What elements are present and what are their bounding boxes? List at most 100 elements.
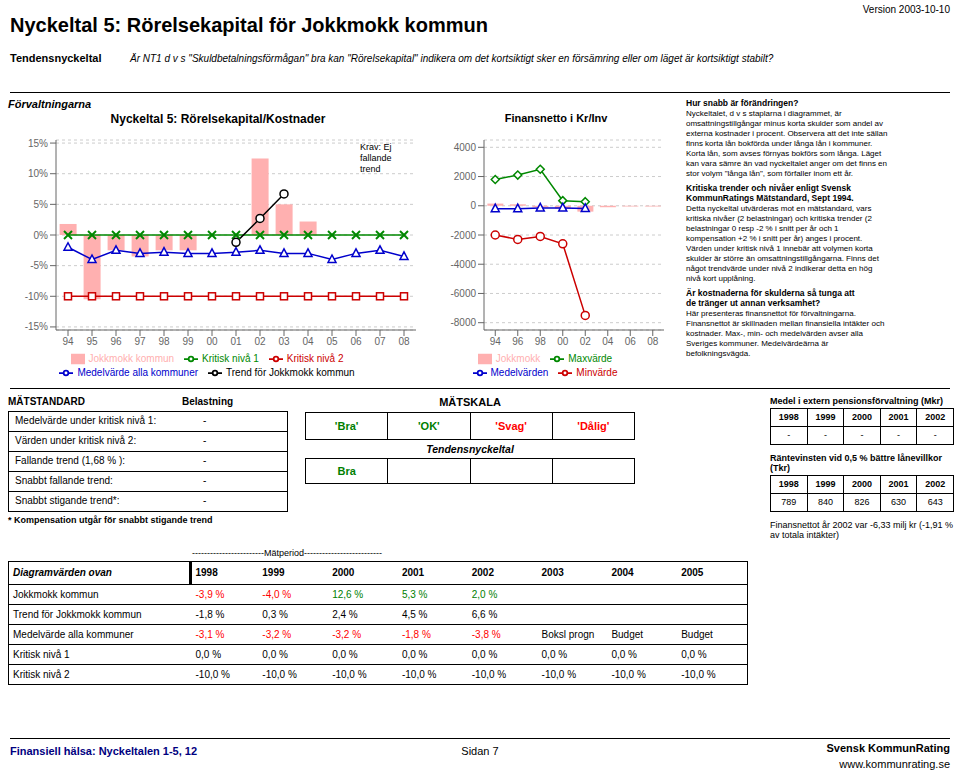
html-text:1999: 1999: [262, 567, 285, 578]
svg-text:5%: 5%: [34, 199, 49, 210]
svg-text:02: 02: [580, 336, 592, 347]
html-text:Är NT1 d v s "Skuldbetalningsf: Är NT1 d v s "Skuldbetalningsförmågan" b…: [130, 53, 774, 64]
html-text:Kritisk nivå 2: Kritisk nivå 2: [286, 352, 344, 364]
svg-text:10%: 10%: [28, 168, 48, 179]
html-text:Nyckeltal 5: Rörelsekapital/Ko: Nyckeltal 5: Rörelsekapital/Kostnader: [110, 112, 326, 126]
svg-text:98: 98: [535, 336, 547, 347]
html-text:Trend för Jokkmokk kommun: Trend för Jokkmokk kommun: [13, 609, 142, 620]
html-text:Nyckeltalet, d v s staplarna i: Nyckeltalet, d v s staplarna i diagramme…: [686, 108, 888, 178]
html-text:Jokkmokk kommun: Jokkmokk kommun: [13, 589, 99, 600]
svg-text:00: 00: [206, 336, 218, 347]
html-text:Tendensnyckeltal: Tendensnyckeltal: [426, 443, 514, 455]
html-text:6,6 %: 6,6 %: [471, 609, 498, 620]
svg-text:99: 99: [182, 336, 194, 347]
svg-text:03: 03: [278, 336, 290, 347]
html-text:4,5 %: 4,5 %: [401, 609, 428, 620]
html-text:2,0 %: 2,0 %: [471, 589, 498, 600]
html-text:Nyckeltal 5: Rörelsekapital fö: Nyckeltal 5: Rörelsekapital för Jokkmokk…: [10, 14, 488, 36]
html-text:Jokkmokk kommun: Jokkmokk kommun: [88, 352, 175, 364]
html-text:Fallande trend (1,68 % ):: Fallande trend (1,68 % ):: [15, 455, 126, 466]
html-text:2,4 %: 2,4 %: [332, 609, 358, 620]
html-text:2003: 2003: [541, 567, 564, 578]
svg-text:05: 05: [326, 336, 338, 347]
html-text:2005: 2005: [681, 567, 704, 578]
svg-text:06: 06: [625, 336, 637, 347]
html-text:Version 2003-10-10: Version 2003-10-10: [862, 4, 950, 15]
svg-text:2000: 2000: [454, 171, 477, 182]
html-text:12,6 %: 12,6 %: [332, 589, 364, 600]
html-text:'Dålig': 'Dålig': [577, 420, 610, 432]
svg-text:98: 98: [158, 336, 170, 347]
html-text:Tendensnyckeltal: Tendensnyckeltal: [10, 52, 102, 64]
html-text:Finansiell hälsa: Nyckeltalen: Finansiell hälsa: Nyckeltalen 1-5, 12: [10, 745, 198, 757]
html-text:Belastning: Belastning: [182, 396, 234, 407]
html-text:Svensk KommunRating: Svensk KommunRating: [826, 742, 950, 754]
svg-text:07: 07: [374, 336, 386, 347]
html-text:'OK': 'OK': [418, 420, 440, 432]
html-text:Diagramvärden ovan: Diagramvärden ovan: [13, 567, 112, 578]
svg-text:-5%: -5%: [30, 260, 48, 271]
svg-text:-8000: -8000: [450, 317, 476, 328]
html-text:2000: 2000: [332, 567, 355, 578]
html-text:Sidan 7: Sidan 7: [461, 745, 499, 757]
svg-text:00: 00: [557, 336, 569, 347]
html-text:Jokkmokk: Jokkmokk: [495, 352, 541, 364]
html-text:Krav: Ej fallande trend: Krav: Ej fallande trend: [360, 142, 392, 174]
html-text:Medelvärde alla kommuner: Medelvärde alla kommuner: [13, 629, 134, 640]
html-text:Förvaltningarna: Förvaltningarna: [8, 98, 92, 110]
html-text:Trend för Jokkmokk kommun: Trend för Jokkmokk kommun: [226, 366, 355, 378]
svg-text:06: 06: [350, 336, 362, 347]
svg-text:0%: 0%: [34, 230, 49, 241]
svg-text:-2000: -2000: [450, 230, 476, 241]
svg-text:-4000: -4000: [450, 259, 476, 270]
svg-text:96: 96: [110, 336, 122, 347]
html-text:Finansnetto i Kr/Inv: Finansnetto i Kr/Inv: [504, 112, 608, 124]
svg-text:04: 04: [602, 336, 614, 347]
svg-text:-10%: -10%: [25, 291, 48, 302]
html-text:Bra: Bra: [337, 465, 356, 477]
svg-text:4000: 4000: [454, 142, 477, 153]
html-text:'Bra': 'Bra': [334, 420, 359, 432]
svg-text:04: 04: [302, 336, 314, 347]
html-text:Räntevinsten vid 0,5 % bättre: Räntevinsten vid 0,5 % bättre lånevillko…: [770, 453, 943, 473]
svg-text:97: 97: [134, 336, 146, 347]
html-text:Medelvärde alla kommuner: Medelvärde alla kommuner: [77, 366, 198, 378]
html-text:www.kommunrating.se: www.kommunrating.se: [839, 758, 950, 770]
html-text:2004: 2004: [611, 567, 634, 578]
svg-text:-6000: -6000: [450, 288, 476, 299]
html-text:Snabbt fallande trend:: Snabbt fallande trend:: [15, 475, 113, 486]
svg-text:-15%: -15%: [25, 321, 48, 332]
html-text:Medelvärde under kritisk nivå: Medelvärde under kritisk nivå 1:: [15, 415, 157, 426]
svg-text:15%: 15%: [28, 138, 48, 149]
html-text:2002: 2002: [471, 567, 494, 578]
svg-text:96: 96: [512, 336, 524, 347]
html-text:Är kostnaderna för skulderna s: Är kostnaderna för skulderna så tunga at…: [686, 287, 855, 308]
svg-text:94: 94: [62, 336, 74, 347]
html-text:'Svag': 'Svag': [495, 420, 527, 432]
html-text:Värden under kritisk nivå 2:: Värden under kritisk nivå 2:: [15, 435, 137, 446]
html-text:Snabbt stigande trend*:: Snabbt stigande trend*:: [15, 495, 120, 506]
html-text:Detta nyckeltal utvärderas mot: Detta nyckeltal utvärderas mot en mätsta…: [686, 203, 879, 283]
html-text:Kritisk nivå 1: Kritisk nivå 1: [202, 352, 259, 364]
html-text:Maxvärde: Maxvärde: [568, 352, 613, 364]
html-text:Minvärde: Minvärde: [576, 366, 618, 378]
svg-text:0: 0: [470, 200, 476, 211]
svg-text:08: 08: [398, 336, 410, 347]
html-text:Här presenteras finansnettot f: Här presenteras finansnettot för förvalt…: [686, 308, 885, 358]
svg-text:02: 02: [254, 336, 266, 347]
html-text:1998: 1998: [195, 567, 218, 578]
html-text:MÄTSTANDARD: MÄTSTANDARD: [8, 396, 85, 407]
svg-text:94: 94: [490, 336, 502, 347]
html-text:-1,8 %: -1,8 %: [195, 609, 225, 620]
svg-text:95: 95: [86, 336, 98, 347]
svg-text:01: 01: [230, 336, 242, 347]
html-text:2001: 2001: [401, 567, 425, 578]
svg-text:08: 08: [647, 336, 659, 347]
html-text:Medelvärden: Medelvärden: [490, 366, 549, 378]
html-text:Kritiska trender och nivåer en: Kritiska trender och nivåer enligt Svens…: [686, 182, 854, 203]
html-text:MÄTSKALA: MÄTSKALA: [439, 396, 501, 408]
html-text:-4,0 %: -4,0 %: [262, 589, 292, 600]
html-text:5,3 %: 5,3 %: [401, 589, 428, 600]
html-text:-3,9 %: -3,9 %: [195, 589, 225, 600]
html-text:0,3 %: 0,3 %: [262, 609, 288, 620]
